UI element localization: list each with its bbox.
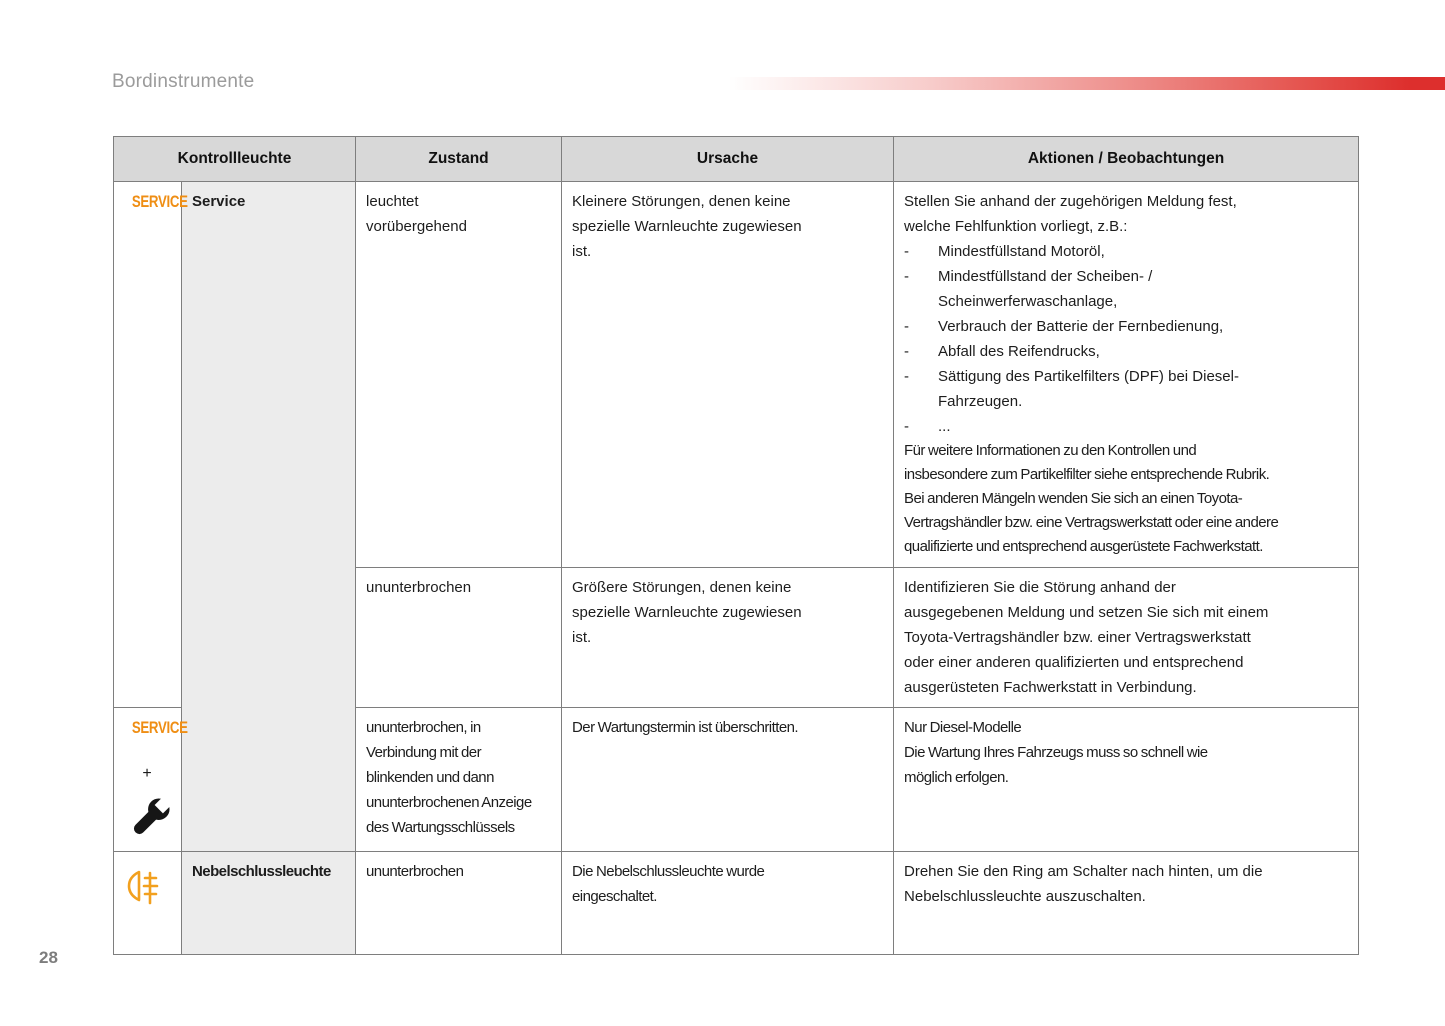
ursache-cell: Kleinere Störungen, denen keine speziell… [561, 181, 895, 568]
page-number: 28 [39, 948, 58, 967]
service-icon-cell: SERVICE [113, 181, 188, 708]
aktionen-outro: Für weitere Informationen zu den Kontrol… [904, 442, 1279, 555]
table-row: Nebelschlussleuchte ununterbrochen Die N… [113, 851, 1360, 955]
red-accent-stripe [728, 77, 1445, 90]
header-zustand: Zustand [355, 136, 563, 182]
dash-bullet: - [904, 243, 910, 260]
zustand-cell: ununterbrochen [355, 567, 563, 708]
table-row: SERVICE + ununterbrochen, in Verbindung … [113, 707, 1360, 852]
aktionen-intro: Stellen Sie anhand der zugehörigen Meldu… [904, 193, 1237, 235]
header-kontrollleuchte: Kontrollleuchte [112, 136, 357, 182]
aktionen-cell: Identifizieren Sie die Störung anhand de… [893, 567, 1360, 708]
service-indicator-icon: SERVICE [131, 192, 188, 211]
dash-bullet: - [904, 343, 910, 360]
header-ursache: Ursache [561, 136, 895, 182]
service-label-cell: Service [180, 181, 357, 852]
plus-sign: + [142, 765, 152, 782]
list-item: - Verbrauch der Batterie der Fernbedienun… [904, 314, 1347, 339]
list-item: - Abfall des Reifendrucks, [904, 339, 1347, 364]
ursache-cell: Der Wartungstermin ist überschritten. [561, 707, 895, 852]
table-row: SERVICE Service leuchtet vorübergehend K… [113, 181, 1360, 852]
dash-bullet: - [904, 268, 910, 285]
list-item: -... [904, 414, 1347, 439]
rear-fog-light-icon [127, 870, 159, 905]
warning-lights-table: Kontrollleuchte Zustand Ursache Aktionen… [112, 136, 1360, 955]
zustand-cell: ununterbrochen [355, 851, 563, 955]
header-aktionen: Aktionen / Beobachtungen [893, 136, 1360, 182]
zustand-cell: leuchtet vorübergehend [355, 181, 563, 568]
fog-icon-cell [113, 851, 182, 955]
dash-bullet: - [904, 418, 910, 435]
ursache-cell: Die Nebelschlussleuchte wurde eingeschal… [561, 851, 895, 955]
wrench-icon [133, 794, 174, 835]
aktionen-cell: Nur Diesel-Modelle Die Wartung Ihres Fah… [893, 707, 1360, 852]
table-header: Kontrollleuchte Zustand Ursache Aktionen… [112, 136, 1360, 182]
dash-bullet: - [904, 318, 910, 335]
service-wrench-icon-cell: SERVICE + [113, 707, 188, 852]
aktionen-cell: Stellen Sie anhand der zugehörigen Meldu… [893, 181, 1360, 568]
list-item: - Mindestfüllstand der Scheiben- / Schein… [904, 264, 1347, 314]
fog-label-cell: Nebelschlussleuchte [180, 851, 357, 955]
dash-bullet: - [904, 368, 910, 385]
page-heading: Bordinstrumente [112, 71, 255, 92]
service-indicator-icon: SERVICE [131, 718, 188, 737]
aktionen-cell: Drehen Sie den Ring am Schalter nach hin… [893, 851, 1360, 955]
table-row: ununterbrochen Größere Störungen, denen … [114, 567, 1360, 708]
ursache-cell: Größere Störungen, denen keine spezielle… [561, 567, 895, 708]
zustand-cell: ununterbrochen, in Verbindung mit der bl… [355, 707, 563, 852]
aktionen-list: - Mindestfüllstand Motoröl, - Mindestfülls… [904, 239, 1347, 439]
list-item: - Mindestfüllstand Motoröl, [904, 239, 1347, 264]
list-item: - Sättigung des Partikelfilters (DPF) bei… [904, 364, 1347, 414]
